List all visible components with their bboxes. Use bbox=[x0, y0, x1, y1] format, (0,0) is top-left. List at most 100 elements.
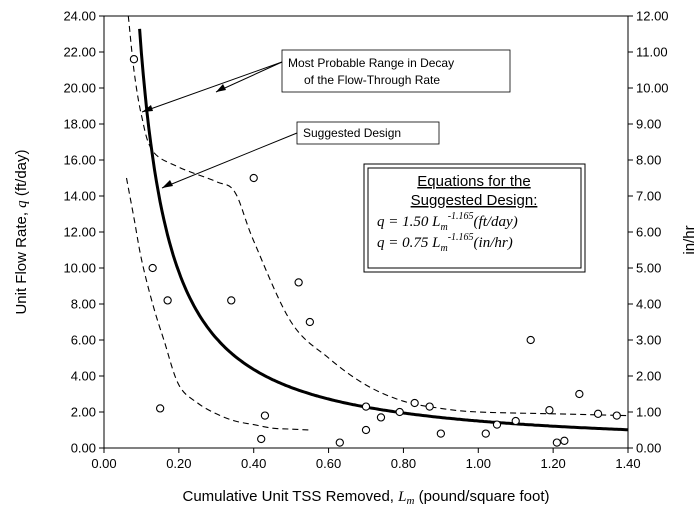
y2-tick-label: 9.00 bbox=[636, 117, 661, 132]
equation-ft-day: q = 1.50 Lm-1.165(ft/day) bbox=[377, 211, 518, 233]
data-point bbox=[560, 436, 569, 445]
annotation-design-arrowhead bbox=[162, 180, 173, 188]
data-point bbox=[395, 407, 404, 417]
y2-axis-title: in/hr bbox=[681, 225, 698, 254]
data-point bbox=[511, 416, 520, 426]
y-axis-title-var: q bbox=[14, 200, 30, 208]
y-tick-label: 0.00 bbox=[71, 441, 96, 456]
y2-tick-label: 5.00 bbox=[636, 261, 661, 276]
annotation-design: Suggested Design bbox=[161, 121, 440, 189]
equation-box-outer bbox=[363, 163, 586, 273]
x-tick-label: 1.20 bbox=[540, 456, 565, 471]
data-point bbox=[335, 438, 344, 447]
equation-box: Equations for the Suggested Design: q = … bbox=[363, 163, 586, 273]
data-point bbox=[612, 411, 621, 420]
x-axis-title: Cumulative Unit TSS Removed, Lm (pound/s… bbox=[182, 488, 549, 507]
data-point bbox=[376, 413, 386, 422]
data-point bbox=[260, 411, 270, 420]
y-tick-label: 4.00 bbox=[71, 369, 96, 384]
equation-in-hr-sub: m bbox=[440, 243, 447, 254]
suggested-design-curve bbox=[138, 28, 629, 432]
y2-tick-label: 11.00 bbox=[636, 45, 668, 60]
y2-tick-label: 3.00 bbox=[636, 333, 661, 348]
y-tick-label: 24.00 bbox=[63, 9, 96, 24]
data-point bbox=[257, 434, 266, 444]
equation-ft-day-lhs: q = 1.50 L bbox=[377, 214, 440, 230]
data-point bbox=[593, 409, 603, 418]
annotation-range-box bbox=[281, 49, 511, 93]
data-point bbox=[575, 389, 584, 399]
y-tick-label: 14.00 bbox=[63, 189, 96, 204]
data-point bbox=[552, 438, 562, 447]
equation-ft-day-unit: (ft/day) bbox=[474, 214, 518, 230]
y-tick-label: 12.00 bbox=[63, 225, 96, 240]
y2-tick-label: 4.00 bbox=[636, 297, 661, 312]
equation-in-hr-exp: -1.165 bbox=[448, 232, 474, 243]
y-tick-label: 8.00 bbox=[71, 297, 96, 312]
y-tick-label: 6.00 bbox=[71, 333, 96, 348]
equation-in-hr-unit: (in/hr) bbox=[474, 235, 513, 251]
equation-ft-day-exp: -1.165 bbox=[448, 211, 474, 222]
x-tick-label: 1.00 bbox=[466, 456, 491, 471]
data-point bbox=[361, 425, 371, 435]
y-tick-label: 16.00 bbox=[63, 153, 96, 168]
series bbox=[125, 15, 629, 432]
y-axis-title-prefix: Unit Flow Rate, bbox=[13, 208, 30, 315]
y-axis-title: Unit Flow Rate, q (ft/day) bbox=[13, 149, 30, 314]
annotation-design-label: Suggested Design bbox=[303, 126, 401, 140]
range-upper-dashed-line bbox=[127, 15, 629, 417]
x-tick-label: 0.60 bbox=[316, 456, 341, 471]
x-tick-label: 0.00 bbox=[91, 456, 116, 471]
x-tick-label: 0.20 bbox=[166, 456, 191, 471]
x-tick-label: 1.40 bbox=[615, 456, 640, 471]
annotation-range-arrowhead-2 bbox=[216, 84, 226, 92]
data-point bbox=[410, 398, 419, 408]
annotation-range-arrow-1 bbox=[141, 61, 283, 113]
equation-title-line-1: Equations for the bbox=[417, 173, 530, 190]
y-axis-title-suffix: (ft/day) bbox=[13, 149, 30, 200]
y-tick-label: 20.00 bbox=[63, 81, 96, 96]
data-point bbox=[436, 429, 446, 438]
annotation-range: Most Probable Range in Decay of the Flow… bbox=[141, 49, 511, 113]
data-point bbox=[492, 420, 502, 429]
data-points bbox=[129, 55, 621, 447]
data-point bbox=[249, 173, 258, 183]
y2-tick-label: 8.00 bbox=[636, 153, 661, 168]
y2-tick-label: 10.00 bbox=[636, 81, 669, 96]
range-lower-dashed-line bbox=[125, 177, 310, 431]
data-point bbox=[148, 263, 157, 273]
y2-tick-label: 6.00 bbox=[636, 225, 661, 240]
y2-tick-label: 7.00 bbox=[636, 189, 661, 204]
y2-tick-label: 1.00 bbox=[636, 405, 661, 420]
x-tick-label: 0.40 bbox=[241, 456, 266, 471]
y2-tick-label: 0.00 bbox=[636, 441, 661, 456]
annotation-design-arrow bbox=[161, 132, 298, 189]
x-axis-title-suffix: (pound/square foot) bbox=[414, 488, 549, 505]
equation-title-line-2: Suggested Design: bbox=[411, 192, 538, 209]
x-tick-label: 0.80 bbox=[391, 456, 416, 471]
data-point bbox=[129, 55, 139, 64]
y2-tick-label: 2.00 bbox=[636, 369, 661, 384]
x-axis-title-sub: m bbox=[406, 495, 414, 507]
annotation-range-arrow-2 bbox=[215, 61, 283, 93]
data-point bbox=[227, 296, 236, 305]
x-axis-title-var: L bbox=[397, 489, 406, 505]
equation-box-inner bbox=[367, 167, 582, 269]
x-axis-title-prefix: Cumulative Unit TSS Removed, bbox=[182, 488, 398, 505]
equation-ft-day-sub: m bbox=[440, 222, 447, 233]
data-point bbox=[294, 278, 303, 287]
data-point bbox=[305, 317, 315, 327]
data-point bbox=[545, 406, 554, 415]
ticks: 0.00 0.20 0.40 0.60 0.80 1.00 1.20 1.400.002.00… bbox=[63, 9, 668, 472]
data-point bbox=[361, 402, 371, 411]
y2-tick-label: 12.00 bbox=[636, 9, 669, 24]
annotation-range-line-1: Most Probable Range in Decay bbox=[288, 56, 454, 70]
data-point bbox=[163, 296, 172, 305]
y-tick-label: 18.00 bbox=[63, 117, 96, 132]
data-point bbox=[526, 335, 535, 345]
equation-in-hr-lhs: q = 0.75 L bbox=[377, 235, 440, 251]
y-tick-label: 2.00 bbox=[71, 405, 96, 420]
data-point bbox=[425, 402, 434, 411]
y-tick-label: 22.00 bbox=[63, 45, 96, 60]
